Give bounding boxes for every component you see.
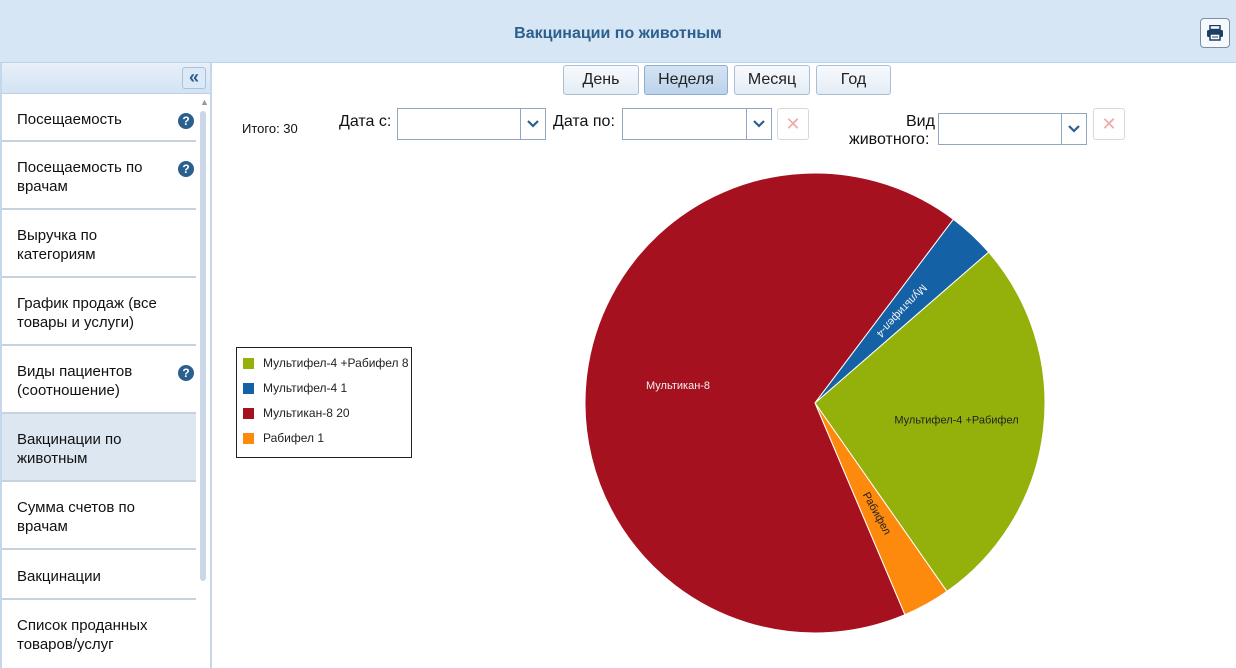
sidebar-item-vaccinations[interactable]: Вакцинации (2, 550, 196, 600)
chart-legend: Мультифел-4 +Рабифел 8 Мультифел-4 1 Мул… (236, 347, 412, 458)
legend-label: Рабифел 1 (263, 431, 325, 445)
chevron-down-icon[interactable] (1061, 114, 1086, 144)
clear-dates-button[interactable]: ✕ (777, 108, 809, 140)
collapse-sidebar-button[interactable]: « (182, 67, 206, 89)
scroll-up-arrow[interactable]: ▲ (200, 97, 209, 107)
printer-icon (1207, 25, 1223, 41)
date-to-label: Дата по: (553, 113, 615, 130)
sidebar-item-invoices-by-doctors[interactable]: Сумма счетов по врачам (2, 482, 196, 550)
help-icon[interactable]: ? (178, 113, 194, 129)
date-from-label: Дата с: (339, 113, 392, 130)
sidebar-item-label: Выручка по категориям (17, 227, 98, 263)
animal-type-select[interactable] (938, 113, 1087, 145)
total-count: Итого: 30 (242, 121, 298, 136)
animal-type-label-line1: Вид (906, 113, 935, 130)
legend-label: Мультикан-8 20 (263, 406, 350, 420)
sidebar-item-label: Список проданных товаров/услуг (17, 617, 148, 653)
clear-animal-type-button[interactable]: ✕ (1093, 108, 1125, 140)
sidebar-item-label: Вакцинации по животным (17, 431, 122, 467)
pie-slice-label: Мультифел-4 +Рабифел (894, 414, 1018, 426)
print-button[interactable] (1200, 18, 1230, 48)
report-header: Вакцинации по животным (0, 0, 1236, 63)
sidebar-item-sales-chart[interactable]: График продаж (все товары и услуги) (2, 278, 196, 346)
sidebar-item-patient-types[interactable]: Виды пациентов (соотношение) ? (2, 346, 196, 414)
pie-slice[interactable] (814, 251, 1046, 593)
sidebar-toolbar: « (2, 63, 210, 94)
pie-slice[interactable] (584, 172, 955, 634)
sidebar-scrollbar[interactable] (200, 111, 206, 581)
sidebar-item-label: Сумма счетов по врачам (17, 499, 135, 535)
pie-slice[interactable] (814, 218, 990, 404)
sidebar-item-attendance[interactable]: Посещаемость ? (2, 94, 196, 142)
sidebar: « Посещаемость ? Посещаемость по врачам … (0, 63, 212, 668)
sidebar-item-revenue-by-category[interactable]: Выручка по категориям (2, 210, 196, 278)
tab-day[interactable]: День (563, 65, 639, 95)
sidebar-item-attendance-by-doctors[interactable]: Посещаемость по врачам ? (2, 142, 196, 210)
help-icon[interactable]: ? (178, 365, 194, 381)
sidebar-item-label: Вакцинации (17, 568, 101, 585)
help-icon[interactable]: ? (178, 161, 194, 177)
sidebar-item-vaccinations-by-animal[interactable]: Вакцинации по животным (2, 414, 196, 482)
chevron-down-icon[interactable] (746, 109, 771, 139)
tab-month[interactable]: Месяц (734, 65, 810, 95)
tab-week[interactable]: Неделя (644, 65, 728, 95)
sidebar-item-sold-goods-list[interactable]: Список проданных товаров/услуг (2, 600, 196, 668)
tab-year[interactable]: Год (816, 65, 891, 95)
sidebar-item-label: Виды пациентов (соотношение) (17, 363, 133, 399)
sidebar-item-label: Посещаемость (17, 111, 122, 128)
chevron-down-icon[interactable] (520, 109, 545, 139)
date-from-field[interactable] (397, 108, 546, 140)
sidebar-item-label: Посещаемость по врачам (17, 159, 143, 195)
legend-swatch (243, 433, 254, 444)
legend-swatch (243, 383, 254, 394)
animal-type-label-line2: животного: (849, 131, 930, 148)
pie-slice-label: Мультикан-8 (646, 380, 710, 392)
legend-label: Мультифел-4 1 (263, 381, 348, 395)
legend-swatch (243, 408, 254, 419)
legend-label: Мультифел-4 +Рабифел 8 (263, 356, 409, 370)
sidebar-item-label: График продаж (все товары и услуги) (17, 295, 157, 331)
page-title: Вакцинации по животным (514, 25, 722, 42)
date-to-field[interactable] (622, 108, 772, 140)
legend-swatch (243, 358, 254, 369)
